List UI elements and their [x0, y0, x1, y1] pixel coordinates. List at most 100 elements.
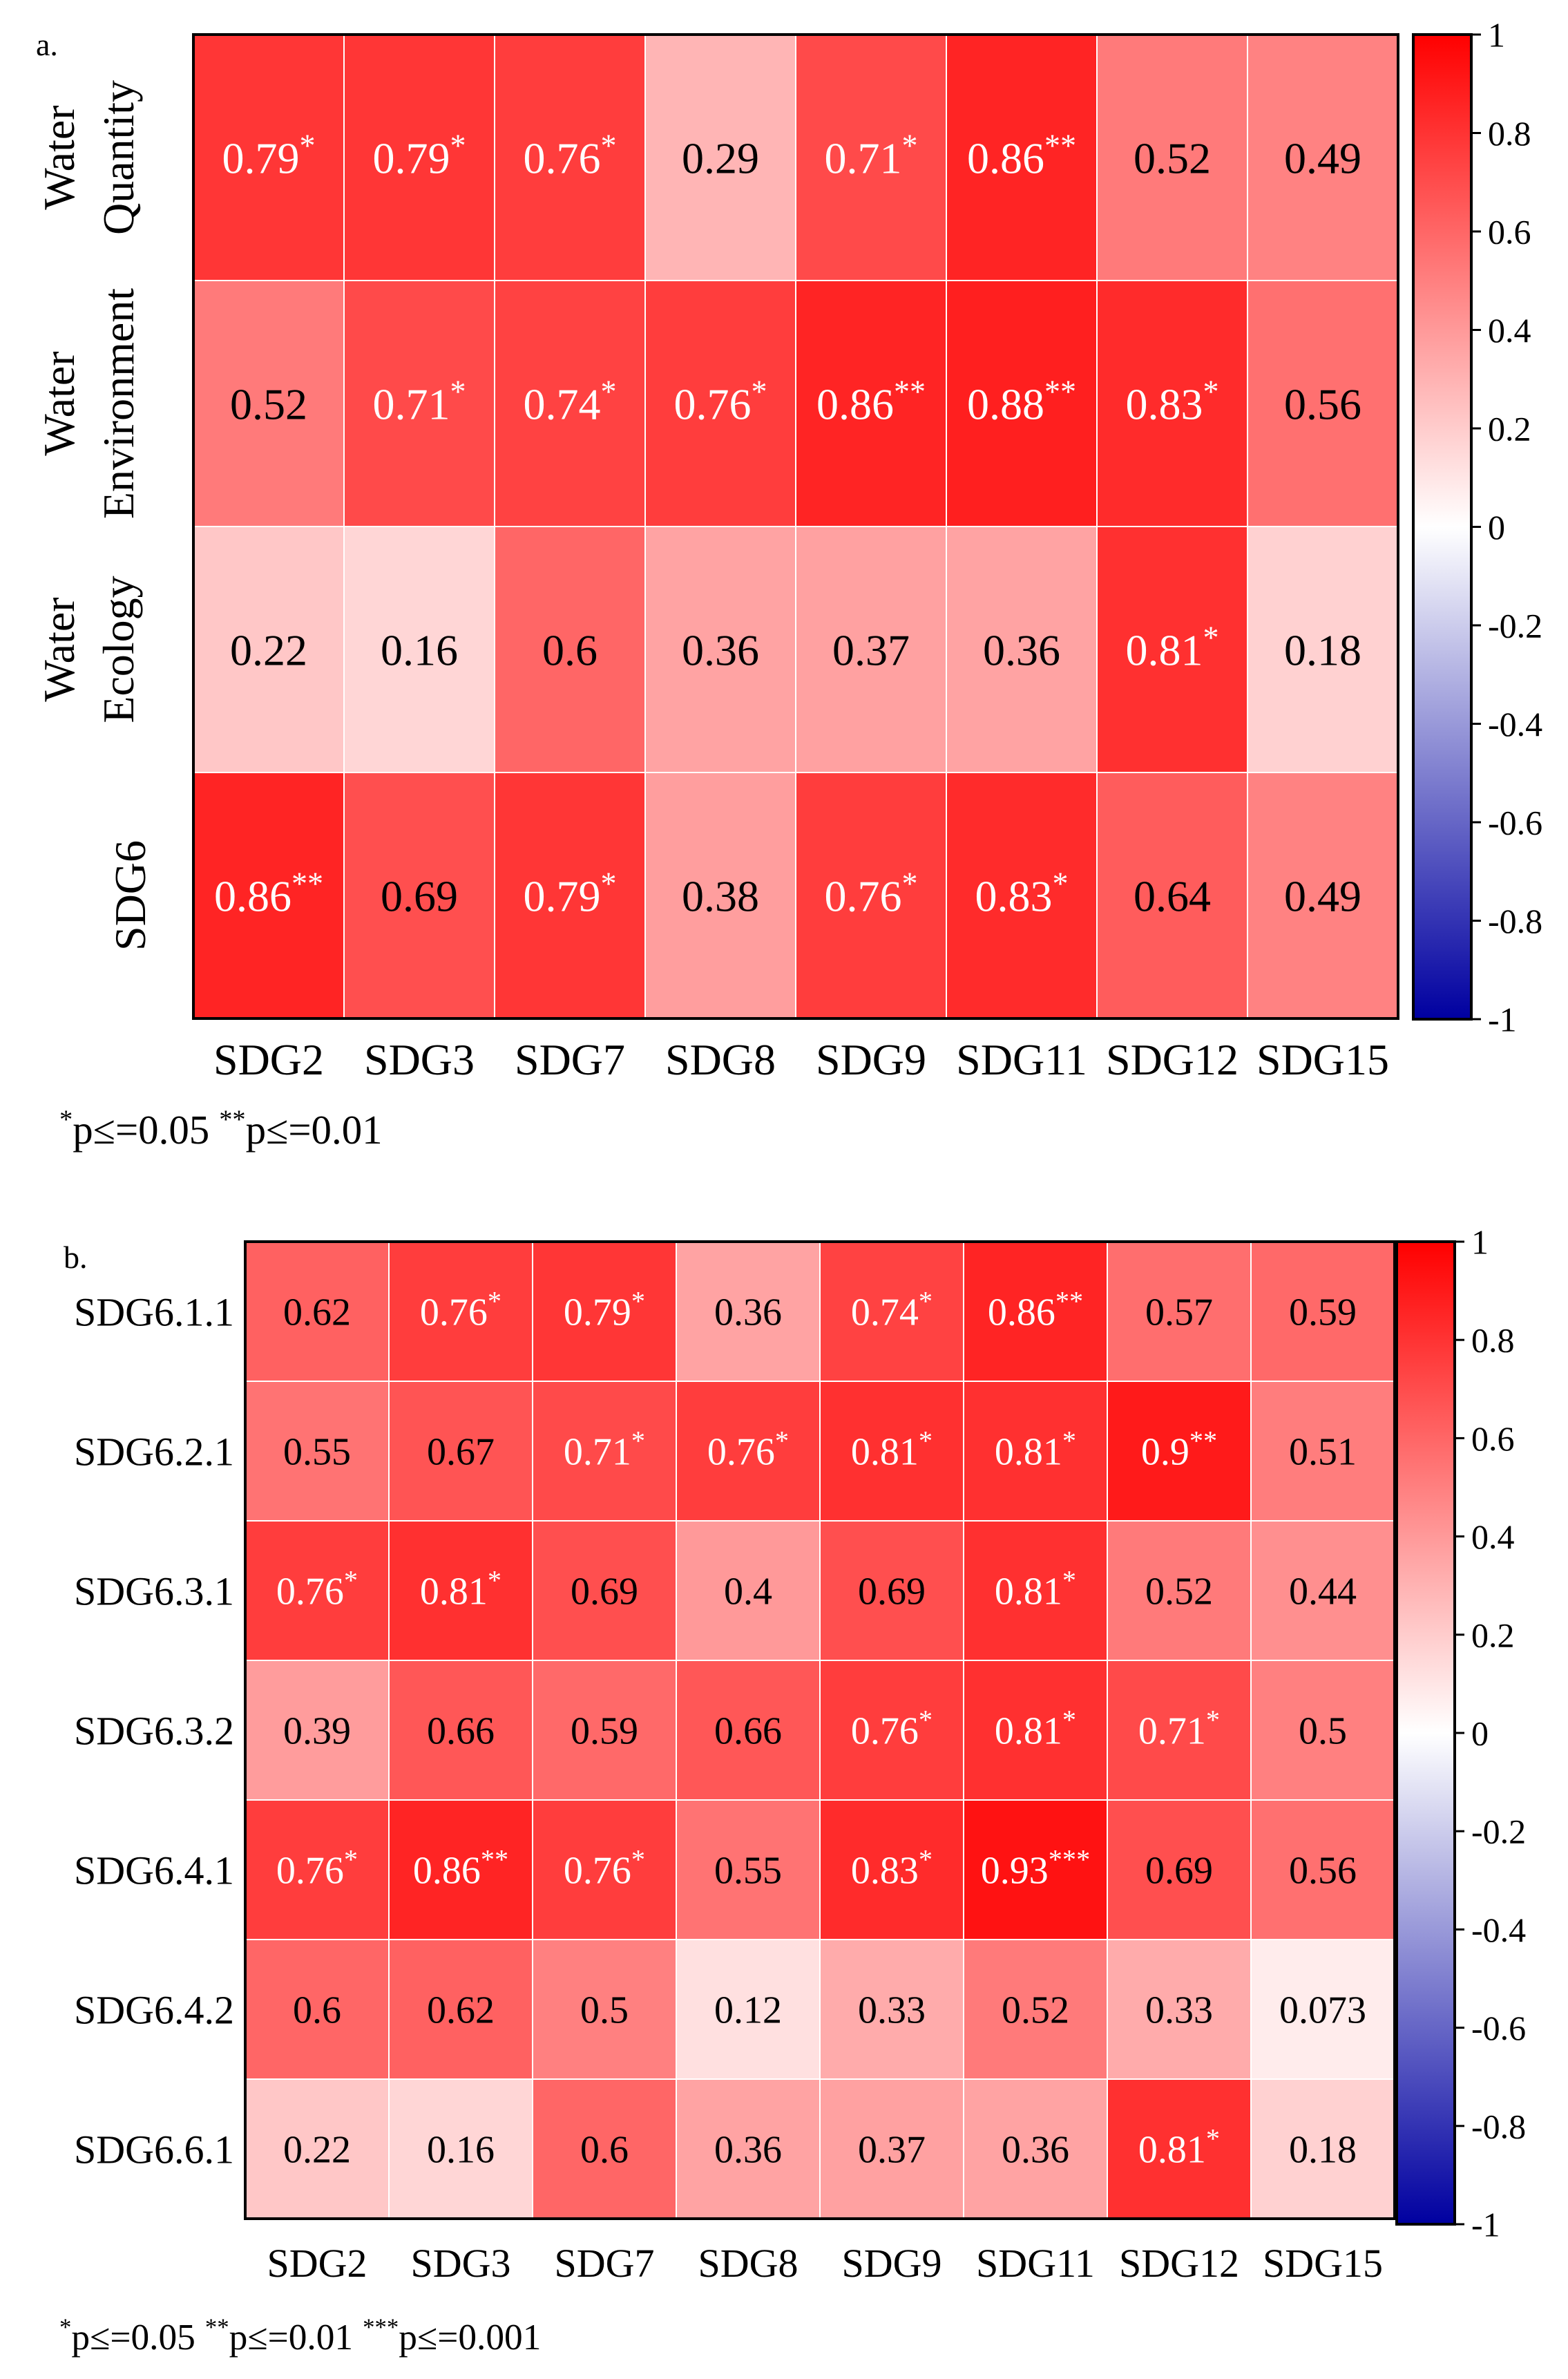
- column-label: SDG8: [698, 2241, 798, 2286]
- cell-value-label: 0.4: [724, 1571, 772, 1613]
- significance-mark: ***: [1049, 1844, 1090, 1875]
- heatmap-cell: [963, 1939, 1108, 2080]
- heatmap-cell: [494, 526, 646, 773]
- colorbar-tick-label: 0.6: [1488, 213, 1531, 252]
- heatmap-panel-a: a.0.79* 0.79* 0.76* 0.29 0.71* 0.86** 0.52 0.49…: [35, 16, 1542, 1153]
- panel-label: b.: [64, 1240, 88, 1275]
- heatmap-cell: [532, 1799, 677, 1940]
- column-label: SDG15: [1263, 2241, 1383, 2286]
- colorbar-tick-label: 1: [1488, 16, 1505, 55]
- significance-mark: *: [488, 1285, 501, 1316]
- heatmap-cell: [795, 526, 947, 773]
- significance-mark: *: [751, 374, 767, 409]
- cell-value-label: 0.76*: [276, 1564, 358, 1613]
- cell-value-label: 0.64: [1134, 871, 1211, 920]
- cell-value-label: 0.62: [283, 1291, 351, 1334]
- cell-value-label: 0.76*: [420, 1285, 501, 1334]
- heatmap-cell: [245, 1939, 390, 2080]
- significance-mark: *: [631, 1285, 645, 1316]
- heatmap-cell: [946, 526, 1098, 773]
- heatmap-cell: [963, 1241, 1108, 1382]
- significance-mark: *: [919, 1844, 933, 1875]
- column-label: SDG9: [841, 2241, 941, 2286]
- cell-value-label: 0.5: [1299, 1710, 1347, 1753]
- cell-value-label: 0.52: [1002, 1989, 1069, 2032]
- heatmap-cell: [193, 280, 345, 527]
- colorbar-tick-label: 0.2: [1471, 1615, 1515, 1654]
- significance-mark: **: [1044, 374, 1076, 409]
- significance-mark: *: [1062, 1704, 1076, 1735]
- column-label: SDG7: [554, 2241, 654, 2286]
- heatmap-cell: [1107, 1520, 1252, 1661]
- significance-mark: *: [775, 1425, 789, 1456]
- cell-value-label: 0.6: [293, 1989, 341, 2032]
- colorbar-tick-label: -0.2: [1471, 1812, 1526, 1851]
- cell-value-label: 0.22: [283, 2129, 351, 2172]
- cell-value-label: 0.5: [580, 1989, 629, 2032]
- cell-value-label: 0.69: [858, 1571, 926, 1613]
- heatmap-cell: [946, 772, 1098, 1019]
- row-label: Environment: [94, 288, 143, 519]
- cell-value-label: 0.76*: [564, 1844, 645, 1892]
- heatmap-cell: [1250, 1939, 1395, 2080]
- significance-mark: *: [1203, 374, 1218, 409]
- cell-value-label: 0.62: [427, 1989, 495, 2032]
- row-label: SDG6.6.1: [74, 2127, 234, 2172]
- cell-value-label: 0.66: [714, 1710, 782, 1753]
- row-label: Water: [35, 105, 84, 209]
- significance-mark: *: [1203, 620, 1218, 655]
- row-label: SDG6: [106, 840, 155, 951]
- significance-mark: *: [901, 866, 917, 901]
- cell-value-label: 0.37: [858, 2129, 926, 2172]
- cell-value-label: 0.51: [1289, 1431, 1357, 1474]
- significance-mark: *: [299, 128, 315, 163]
- cell-value-label: 0.44: [1289, 1571, 1357, 1613]
- heatmap-cell: [388, 1241, 533, 1382]
- colorbar: [1412, 33, 1473, 1021]
- significance-mark: *: [344, 1844, 358, 1875]
- significance-mark: *: [600, 128, 616, 163]
- cell-value-label: 0.93***: [981, 1844, 1090, 1892]
- heatmap-cell: [819, 1381, 964, 1522]
- heatmap-cell: [1250, 1520, 1395, 1661]
- cell-value-label: 0.81*: [1138, 2123, 1220, 2171]
- colorbar-tick-label: -0.4: [1488, 705, 1542, 743]
- colorbar-tick-label: 0.8: [1488, 114, 1531, 153]
- cell-value-label: 0.33: [1145, 1989, 1213, 2032]
- heatmap-cell: [819, 1241, 964, 1382]
- cell-value-label: 0.57: [1145, 1291, 1213, 1334]
- heatmap-cell: [388, 1381, 533, 1522]
- significance-mark: *: [600, 866, 616, 901]
- significance-mark: *: [1052, 866, 1068, 901]
- cell-value-label: 0.69: [381, 871, 458, 920]
- column-label: SDG2: [213, 1035, 324, 1084]
- heatmap-cell: [676, 2078, 821, 2219]
- column-label: SDG3: [364, 1035, 475, 1084]
- cell-value-label: 0.55: [283, 1431, 351, 1474]
- colorbar-tick-label: -0.2: [1488, 607, 1542, 645]
- heatmap-cell: [1250, 1799, 1395, 1940]
- heatmap-cell: [343, 280, 495, 527]
- heatmap-cell: [795, 772, 947, 1019]
- heatmap-cell: [1096, 34, 1248, 281]
- colorbar-tick-label: 0.4: [1488, 311, 1531, 350]
- heatmap-cell: [644, 526, 796, 773]
- heatmap-cell: [1096, 526, 1248, 773]
- colorbar-tick-label: -1: [1471, 2206, 1500, 2244]
- row-label: Water: [35, 597, 84, 701]
- heatmap-cell: [676, 1660, 821, 1801]
- column-label: SDG12: [1119, 2241, 1239, 2286]
- cell-value-label: 0.59: [571, 1710, 638, 1753]
- heatmap-cell: [193, 34, 345, 281]
- significance-mark: *: [901, 128, 917, 163]
- row-label: SDG6.4.2: [74, 1987, 234, 2032]
- heatmap-cell: [1247, 34, 1399, 281]
- heatmap-cell: [1250, 2078, 1395, 2219]
- cell-value-label: 0.52: [230, 379, 307, 428]
- heatmap-cell: [644, 280, 796, 527]
- cell-value-label: 0.36: [983, 625, 1060, 674]
- cell-value-label: 0.52: [1145, 1571, 1213, 1613]
- cell-value-label: 0.6: [580, 2129, 629, 2172]
- cell-value-label: 0.67: [427, 1431, 495, 1474]
